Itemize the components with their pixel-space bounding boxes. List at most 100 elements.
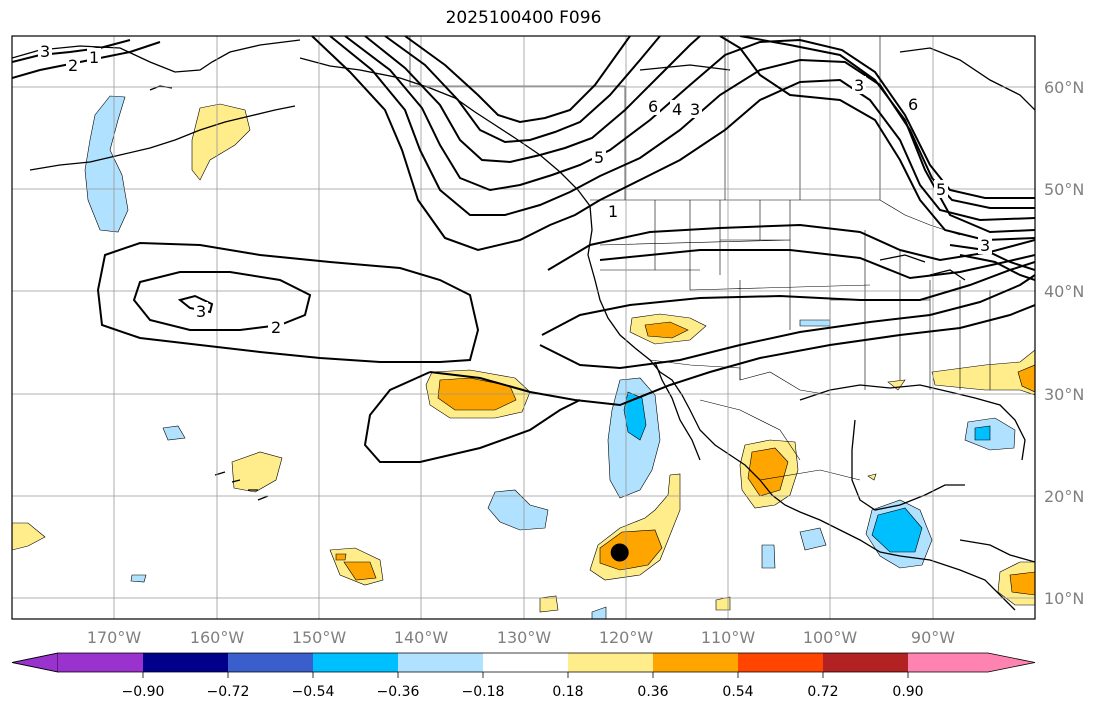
lon-label: 140°W <box>394 628 449 647</box>
contour-label-background <box>852 76 866 94</box>
aleutian-islands <box>29 105 296 171</box>
colorbar-under-extension <box>11 652 59 673</box>
negative-anomaly-area <box>591 606 607 619</box>
contour-label: 3 <box>854 76 864 95</box>
colorbar-bin <box>313 653 398 672</box>
colorbar-tick-labels: −0.90 −0.72 −0.54 −0.36 −0.18 0.18 0.36 … <box>122 684 924 700</box>
contour-line <box>311 36 1035 252</box>
contour-label: 5 <box>936 180 946 199</box>
contour-label-background <box>38 42 52 60</box>
contour-line <box>132 271 312 331</box>
positive-anomaly-area <box>539 595 559 613</box>
negative-anomaly-area <box>623 391 647 441</box>
contour-label: 3 <box>690 100 700 119</box>
contour-label-background <box>592 148 606 166</box>
colorbar-ticks <box>142 672 909 678</box>
positive-anomaly-area <box>335 553 347 561</box>
contour-label: 2 <box>271 318 281 337</box>
colorbar-tick-label: −0.54 <box>292 684 335 700</box>
hawaii-islands <box>214 471 269 501</box>
gulf-of-mexico-coast <box>851 419 965 511</box>
positive-anomaly-area <box>747 447 789 497</box>
contour-line <box>363 371 581 463</box>
lon-label: 150°W <box>292 628 347 647</box>
colorbar-tick-label: −0.72 <box>207 684 250 700</box>
contour-line <box>429 304 1035 407</box>
contour-label-background <box>66 56 80 74</box>
baja-california <box>654 361 701 461</box>
colorbar-bin <box>738 653 823 672</box>
hudson-bay <box>899 47 1035 111</box>
lon-label: 110°W <box>701 628 756 647</box>
storm-center-marker <box>610 543 629 562</box>
negative-anomaly-area <box>871 507 923 553</box>
contour-label-layer: 2 1 3 6 4 3 5 1 3 6 3 5 3 2 <box>38 42 992 337</box>
positive-anomaly-area <box>12 522 46 551</box>
colorbar-bin <box>228 653 313 672</box>
contour-line <box>329 36 1035 216</box>
contour-label-background <box>906 95 920 113</box>
contour-label: 5 <box>594 148 604 167</box>
negative-anomaly-area <box>761 544 776 569</box>
contour-label-background <box>670 100 684 118</box>
positive-anomaly-area <box>644 321 689 339</box>
colorbar-tick-label: −0.90 <box>122 684 165 700</box>
colorbar: −0.90 −0.72 −0.54 −0.36 −0.18 0.18 0.36 … <box>11 652 1036 700</box>
colorbar-tick-label: 0.18 <box>552 684 583 700</box>
lat-label: 50°N <box>1044 180 1084 199</box>
contour-line <box>96 241 480 363</box>
canada-province-borders <box>409 36 881 200</box>
contour-label: 1 <box>89 48 99 67</box>
lat-label: 40°N <box>1044 282 1084 301</box>
lon-label: 90°W <box>911 628 955 647</box>
west-coast-us <box>587 205 1016 611</box>
colorbar-bin <box>143 653 228 672</box>
lat-label: 10°N <box>1044 589 1084 608</box>
colorbar-bin <box>823 653 908 672</box>
colorbar-bin <box>398 653 483 672</box>
positive-anomaly-area <box>1009 571 1035 596</box>
contour-line <box>364 36 701 164</box>
colorbar-tick-label: −0.18 <box>462 684 505 700</box>
contour-line <box>959 254 1035 281</box>
contour-label-background <box>978 236 992 254</box>
contour-line <box>12 41 161 79</box>
lon-label: 170°W <box>87 628 142 647</box>
contour-line <box>404 36 631 124</box>
negative-anomaly-area <box>799 527 827 551</box>
latitude-labels: 60°N 50°N 40°N 30°N 20°N 10°N <box>1044 78 1084 608</box>
negative-anomaly-area <box>487 489 549 531</box>
map-frame <box>11 35 1036 620</box>
negative-anomaly-area <box>84 95 129 233</box>
colorbar-outline <box>11 652 1036 673</box>
mexico-state-borders <box>699 399 861 481</box>
contour-label-background <box>87 48 101 66</box>
positive-anomaly-area <box>887 379 906 391</box>
contour-line <box>739 36 1035 234</box>
contour-line <box>177 294 214 314</box>
contour-label-background <box>605 202 619 220</box>
colorbar-under-bin <box>58 653 143 672</box>
negative-anomaly-area <box>607 377 661 499</box>
contour-label-background <box>194 302 208 320</box>
contour-label-background <box>934 180 948 198</box>
lat-label: 60°N <box>1044 78 1084 97</box>
lat-label: 30°N <box>1044 385 1084 404</box>
contour-label-background <box>646 97 660 115</box>
graticule <box>12 36 1035 619</box>
contour-line <box>541 261 1035 336</box>
contour-label: 6 <box>648 97 658 116</box>
contour-label: 3 <box>40 42 50 61</box>
contour-label: 1 <box>608 202 618 221</box>
contour-label: 4 <box>672 100 682 119</box>
arctic-coast <box>639 64 731 71</box>
positive-anomaly-area <box>231 451 283 493</box>
colorbar-over-extension <box>988 653 1035 672</box>
colorbar-bin <box>653 653 738 672</box>
colorbar-bin <box>568 653 653 672</box>
contour-layer <box>12 36 1035 463</box>
lon-label: 130°W <box>497 628 552 647</box>
contour-label-background <box>268 318 284 336</box>
lon-label: 120°W <box>599 628 654 647</box>
